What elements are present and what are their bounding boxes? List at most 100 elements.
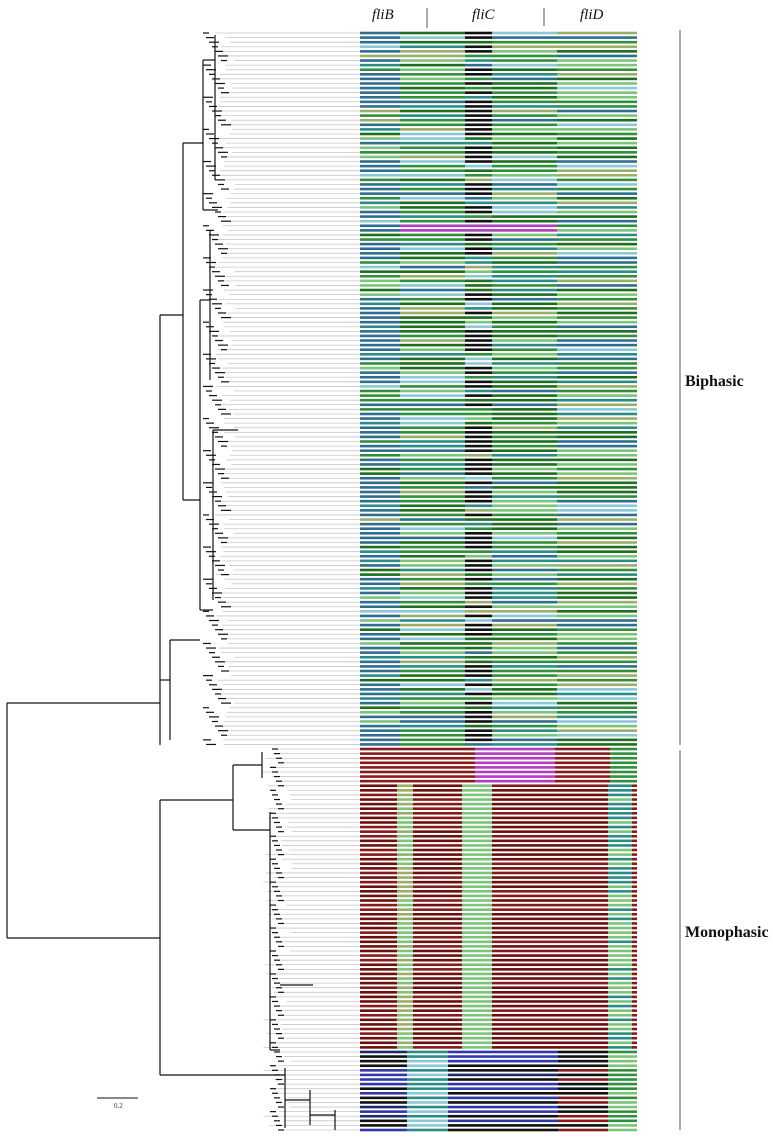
alignment-segment <box>492 623 557 627</box>
alignment-segment <box>465 408 492 411</box>
alignment-segment <box>465 123 492 127</box>
alignment-segment <box>360 1078 407 1081</box>
alignment-segment <box>462 935 492 939</box>
alignment-segment <box>492 357 557 361</box>
alignment-segment <box>413 871 462 875</box>
alignment-segment <box>462 1023 492 1026</box>
alignment-segment <box>492 279 557 283</box>
alignment-segment <box>413 784 462 788</box>
alignment-segment <box>557 330 637 333</box>
alignment-segment <box>413 954 462 957</box>
alignment-segment <box>465 697 492 700</box>
alignment-segment <box>492 417 557 420</box>
alignment-segment <box>492 541 557 544</box>
alignment-segment <box>492 926 608 930</box>
alignment-segment <box>360 825 397 829</box>
alignment-segment <box>360 779 475 783</box>
alignment-segment <box>397 802 413 806</box>
alignment-segment <box>608 894 632 898</box>
alignment-segment <box>632 954 637 957</box>
alignment-segment <box>632 968 637 971</box>
alignment-segment <box>400 118 465 122</box>
alignment-segment <box>557 706 637 710</box>
alignment-segment <box>557 527 637 531</box>
alignment-segment <box>465 100 492 104</box>
alignment-segment <box>360 1059 407 1063</box>
alignment-segment <box>360 715 400 719</box>
alignment-segment <box>462 1013 492 1017</box>
alignment-segment <box>360 109 400 113</box>
alignment-segment <box>557 352 637 356</box>
alignment-segment <box>360 550 400 553</box>
alignment-segment <box>557 242 637 246</box>
alignment-segment <box>448 1101 558 1104</box>
alignment-segment <box>465 187 492 191</box>
alignment-segment <box>397 862 413 866</box>
alignment-segment <box>448 1128 558 1132</box>
alignment-segment <box>397 1032 413 1035</box>
alignment-segment <box>400 265 465 269</box>
alignment-segment <box>492 86 557 90</box>
alignment-segment <box>360 137 400 140</box>
alignment-segment <box>492 564 557 567</box>
alignment-segment <box>360 509 400 512</box>
alignment-segment <box>397 981 413 985</box>
alignment-segment <box>360 86 400 90</box>
alignment-segment <box>462 894 492 898</box>
alignment-segment <box>557 412 637 416</box>
alignment-segment <box>397 922 413 925</box>
alignment-segment <box>413 793 462 797</box>
alignment-segment <box>397 885 413 889</box>
alignment-segment <box>632 834 637 838</box>
alignment-segment <box>400 518 465 521</box>
alignment-segment <box>360 1096 407 1100</box>
alignment-segment <box>360 711 400 714</box>
alignment-segment <box>557 118 637 122</box>
alignment-segment <box>558 1119 608 1123</box>
alignment-segment <box>557 311 637 315</box>
alignment-segment <box>413 991 462 994</box>
alignment-segment <box>492 348 557 352</box>
alignment-segment <box>360 816 397 820</box>
alignment-segment <box>465 440 492 443</box>
alignment-segment <box>400 431 465 434</box>
alignment-segment <box>360 912 397 916</box>
alignment-segment <box>465 307 492 310</box>
alignment-segment <box>397 1018 413 1022</box>
alignment-segment <box>492 816 608 820</box>
alignment-segment <box>557 348 637 352</box>
alignment-segment <box>360 541 400 544</box>
alignment-segment <box>632 917 637 921</box>
alignment-segment <box>492 545 557 549</box>
alignment-segment <box>492 252 557 255</box>
alignment-segment <box>557 201 637 205</box>
alignment-segment <box>360 890 397 893</box>
alignment-segment <box>407 1069 448 1072</box>
alignment-segment <box>492 261 557 264</box>
alignment-segment <box>557 674 637 677</box>
alignment-segment <box>465 518 492 521</box>
alignment-segment <box>492 68 557 72</box>
alignment-segment <box>557 499 637 503</box>
alignment-segment <box>397 986 413 990</box>
alignment-segment <box>397 908 413 911</box>
alignment-segment <box>360 274 400 278</box>
alignment-segment <box>400 568 465 572</box>
alignment-segment <box>557 114 637 117</box>
alignment-segment <box>465 600 492 604</box>
alignment-segment <box>360 789 397 792</box>
alignment-segment <box>608 1023 632 1026</box>
alignment-segment <box>492 651 557 654</box>
alignment-segment <box>400 325 465 329</box>
alignment-segment <box>448 1119 558 1123</box>
alignment-segment <box>462 811 492 815</box>
alignment-segment <box>608 876 632 879</box>
alignment-segment <box>400 559 465 563</box>
alignment-segment <box>492 848 608 852</box>
alignment-segment <box>492 518 557 521</box>
alignment-segment <box>492 334 557 338</box>
alignment-segment <box>492 54 557 58</box>
alignment-segment <box>400 73 465 76</box>
alignment-segment <box>360 252 400 255</box>
alignment-segment <box>360 325 400 329</box>
